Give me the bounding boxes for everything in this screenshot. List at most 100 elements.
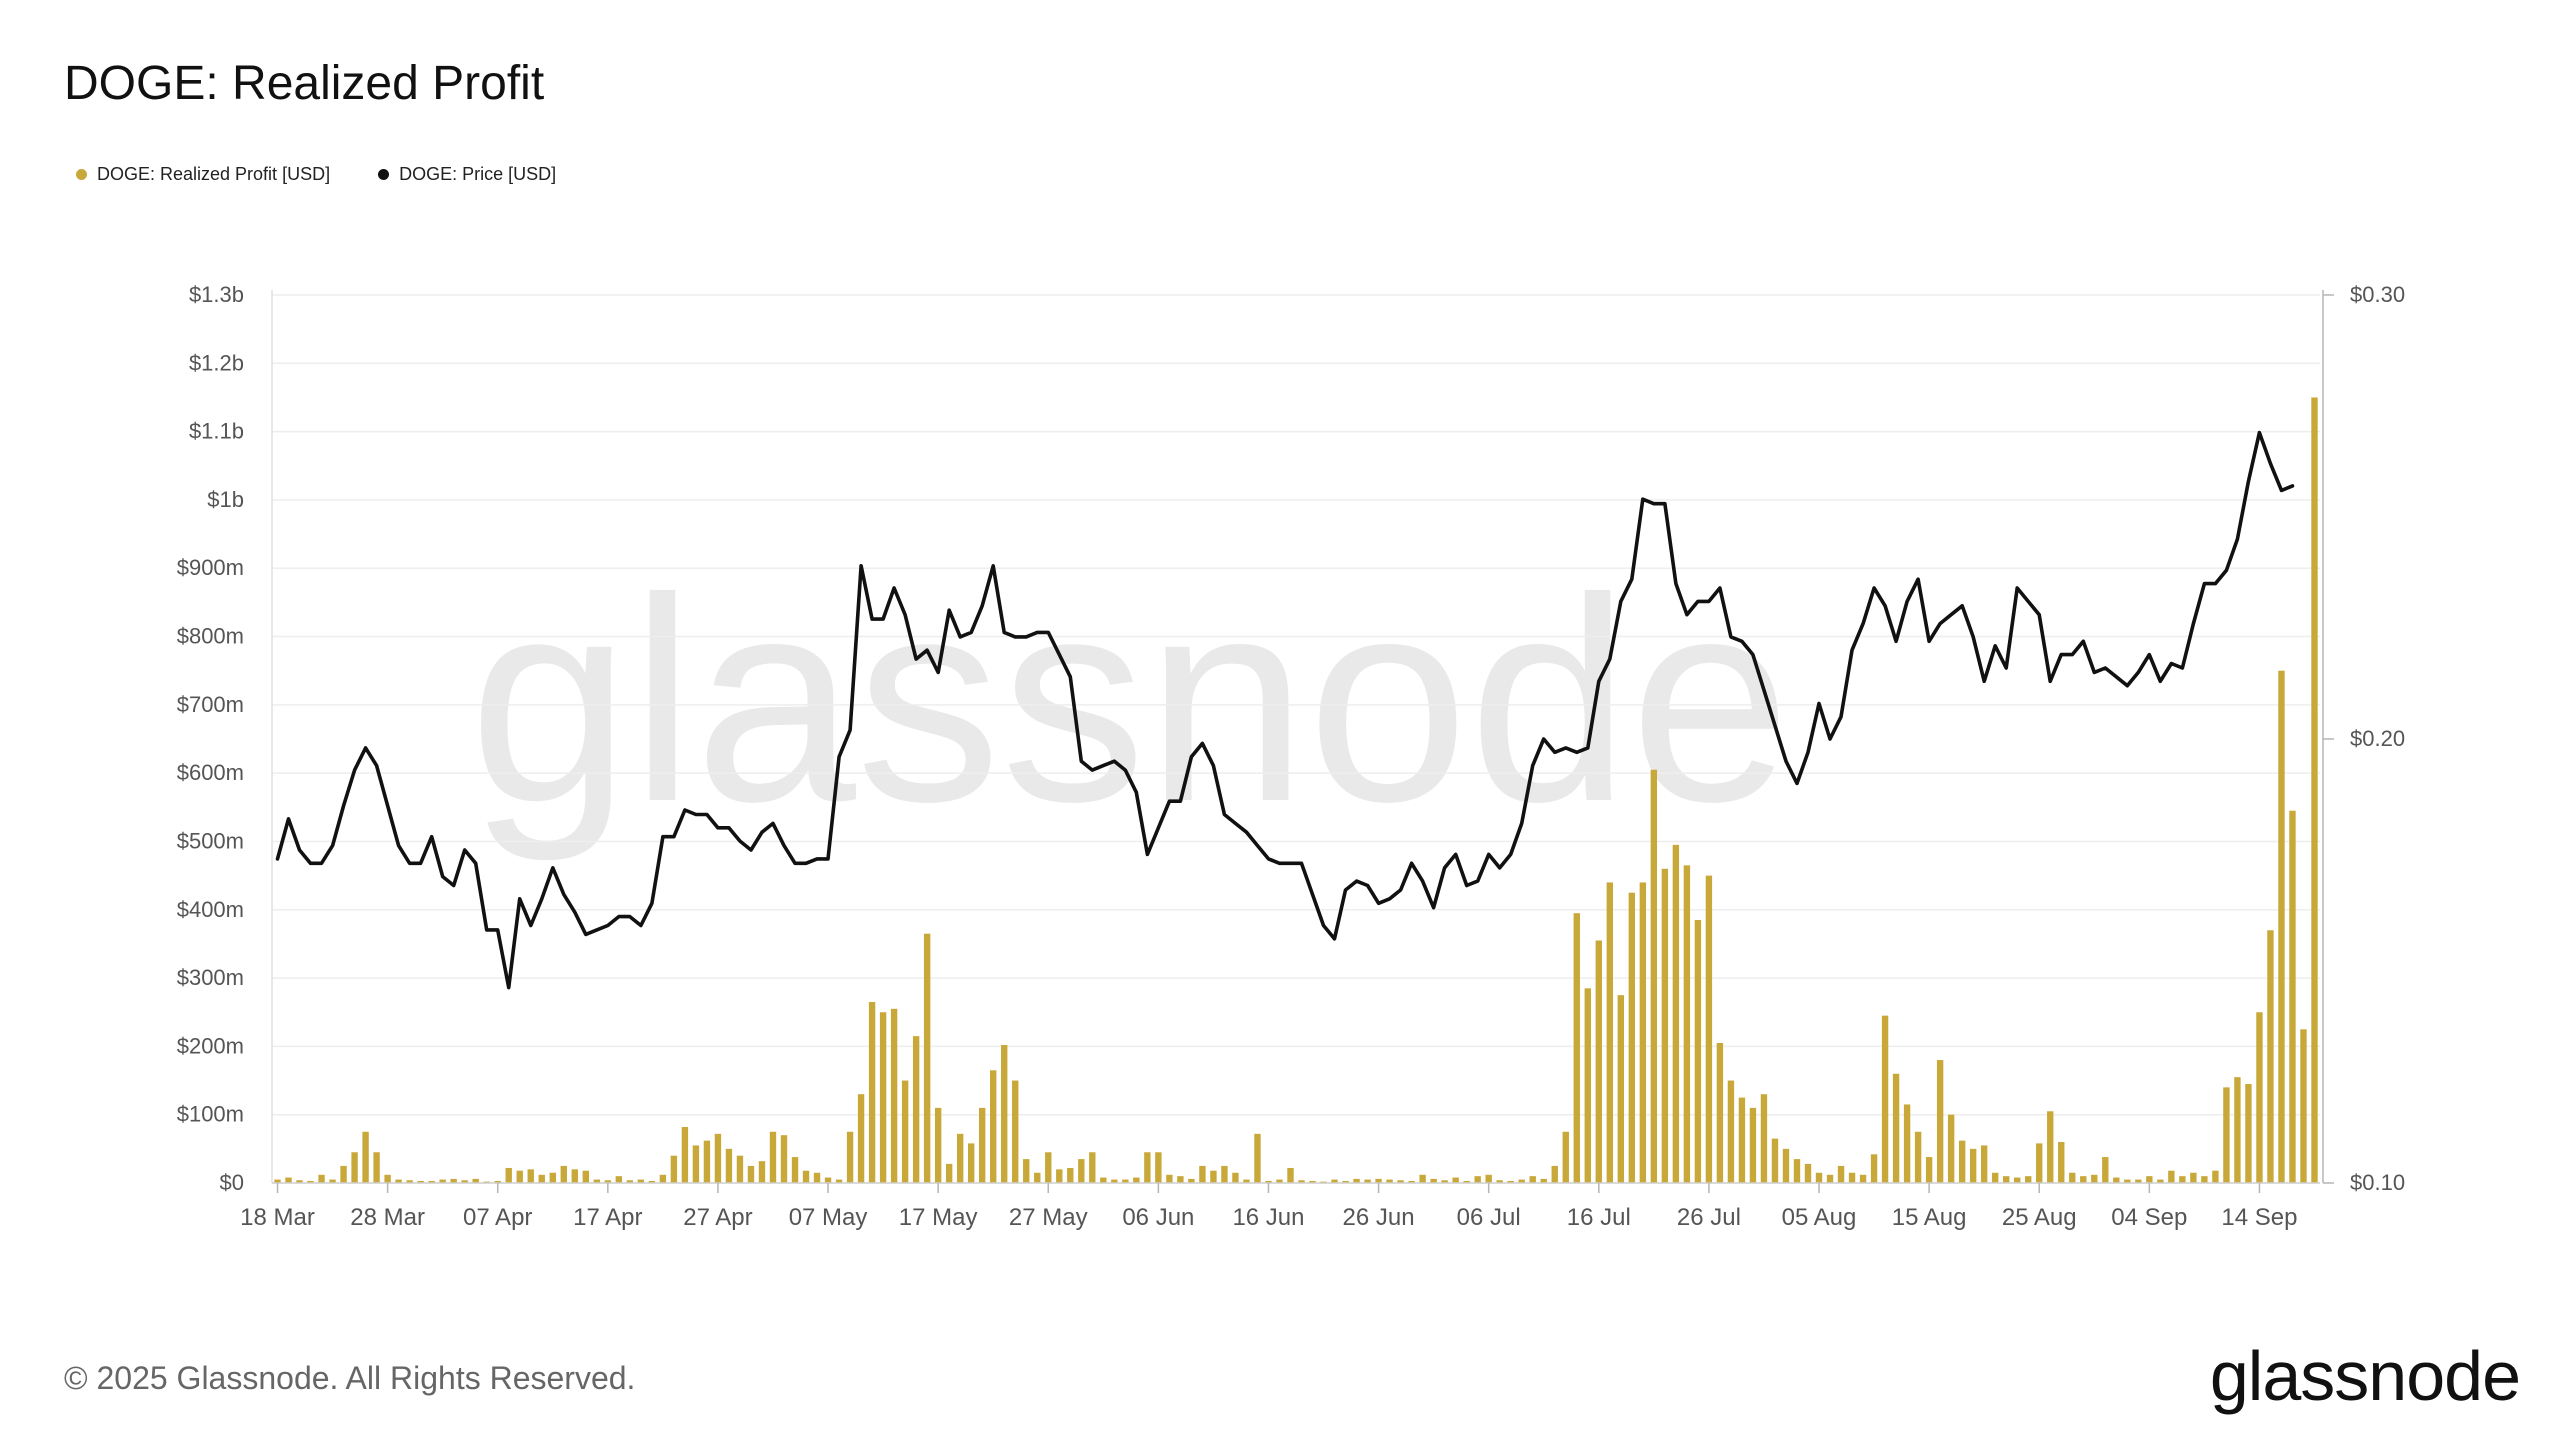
legend-item-price[interactable]: DOGE: Price [USD] [378, 164, 556, 185]
x-tick-label: 27 May [1009, 1204, 1088, 1231]
profit-bar [505, 1167, 512, 1183]
profit-bar [1738, 1097, 1746, 1183]
x-tick-label: 26 Jul [1677, 1204, 1741, 1231]
profit-bar [1386, 1179, 1393, 1183]
profit-bar [659, 1174, 667, 1183]
profit-bar [1023, 1159, 1030, 1183]
profit-bar [1122, 1179, 1129, 1183]
y-left-tick-label: $700m [177, 692, 244, 717]
legend-item-realized-profit[interactable]: DOGE: Realized Profit [USD] [76, 164, 330, 185]
profit-bar [296, 1180, 303, 1183]
x-tick-label: 28 Mar [350, 1204, 425, 1231]
y-right-tick-label: $0.20 [2350, 726, 2405, 751]
x-tick-label: 04 Sep [2111, 1204, 2187, 1231]
profit-bar [1529, 1176, 1536, 1183]
y-left-tick-label: $1b [207, 487, 244, 512]
profit-bar [1397, 1180, 1404, 1183]
profit-bar [1298, 1180, 1305, 1183]
profit-bar [1782, 1148, 1790, 1183]
profit-bar [1419, 1174, 1426, 1183]
profit-bar [1518, 1179, 1525, 1183]
profit-bar [560, 1165, 567, 1183]
profit-bar [648, 1180, 656, 1183]
profit-bar [461, 1180, 468, 1183]
profit-bar [979, 1107, 986, 1183]
profit-bar [692, 1145, 700, 1183]
profit-bar [758, 1161, 766, 1183]
profit-bar [1012, 1080, 1019, 1183]
profit-bar [395, 1179, 402, 1183]
profit-bar [1969, 1148, 1977, 1183]
profit-bar [1672, 844, 1680, 1183]
profit-bar [384, 1174, 391, 1183]
profit-bar [1496, 1180, 1503, 1183]
profit-bar [791, 1157, 799, 1183]
profit-bar [2289, 810, 2296, 1183]
profit-bar [1265, 1180, 1272, 1183]
profit-bar [1683, 865, 1691, 1183]
profit-bar [527, 1169, 534, 1183]
y-left-tick-label: $400m [177, 897, 244, 922]
profit-bar [1859, 1174, 1867, 1183]
profit-bar [274, 1179, 281, 1183]
profit-bar [1958, 1140, 1966, 1183]
profit-bar [2080, 1176, 2087, 1183]
y-right-tick-label: $0.10 [2350, 1170, 2405, 1195]
profit-bar [2058, 1142, 2065, 1183]
x-tick-label: 05 Aug [1782, 1204, 1857, 1231]
profit-bar [2278, 670, 2285, 1183]
realized-profit-bars [274, 397, 2318, 1183]
legend-label: DOGE: Realized Profit [USD] [97, 164, 331, 184]
profit-bar [725, 1148, 733, 1183]
profit-bar [703, 1140, 711, 1183]
x-tick-label: 16 Jul [1567, 1204, 1631, 1231]
x-tick-label: 26 Jun [1343, 1204, 1415, 1231]
profit-bar [2036, 1143, 2043, 1183]
profit-bar [1232, 1172, 1239, 1183]
glassnode-logo[interactable]: glassnode [2209, 1337, 2521, 1415]
x-tick-label: 27 Apr [683, 1204, 752, 1231]
profit-bar [1793, 1159, 1801, 1183]
profit-bar [1507, 1180, 1514, 1183]
profit-bar [318, 1174, 325, 1183]
profit-bar [780, 1135, 788, 1183]
y-left-tick-label: $200m [177, 1033, 244, 1058]
profit-bar [1903, 1104, 1911, 1183]
profit-bar [2157, 1179, 2164, 1183]
profit-bar [956, 1133, 964, 1183]
profit-bar [1826, 1174, 1834, 1183]
profit-bar [1639, 882, 1647, 1183]
profit-bar [351, 1152, 358, 1183]
profit-bar [340, 1165, 347, 1183]
profit-bar [1760, 1094, 1768, 1183]
profit-bar [1342, 1180, 1349, 1183]
price-line-path [275, 430, 2295, 990]
y-left-tick-label: $800m [177, 624, 244, 649]
x-tick-label: 18 Mar [240, 1204, 315, 1231]
profit-bar [604, 1180, 612, 1183]
profit-bar [1166, 1174, 1173, 1183]
profit-bar [2212, 1170, 2219, 1183]
profit-bar [1881, 1015, 1889, 1183]
y-left-tick-label: $500m [177, 828, 244, 853]
axes: $0 $100m $200m $300m $400m $500m $600m $700m $80… [177, 282, 2405, 1231]
profit-bar [1485, 1174, 1492, 1183]
profit-bar [1551, 1165, 1558, 1183]
x-tick-label: 25 Aug [2002, 1204, 2077, 1231]
profit-bar [923, 933, 931, 1183]
profit-bar [1045, 1152, 1052, 1183]
profit-bar [1870, 1154, 1878, 1183]
x-tick-label: 15 Aug [1892, 1204, 1967, 1231]
profit-bar [1936, 1060, 1944, 1183]
profit-bar [439, 1179, 446, 1183]
y-left-tick-label: $600m [177, 760, 244, 785]
profit-bar [2256, 1012, 2263, 1183]
profit-bar [373, 1152, 380, 1183]
profit-bar [2025, 1176, 2032, 1183]
profit-bar [1892, 1073, 1900, 1183]
profit-bar [2234, 1077, 2241, 1183]
profit-bar [516, 1170, 523, 1183]
profit-bar [1375, 1178, 1382, 1183]
y-left-tick-label: $100m [177, 1102, 244, 1127]
profit-bar [846, 1131, 854, 1183]
